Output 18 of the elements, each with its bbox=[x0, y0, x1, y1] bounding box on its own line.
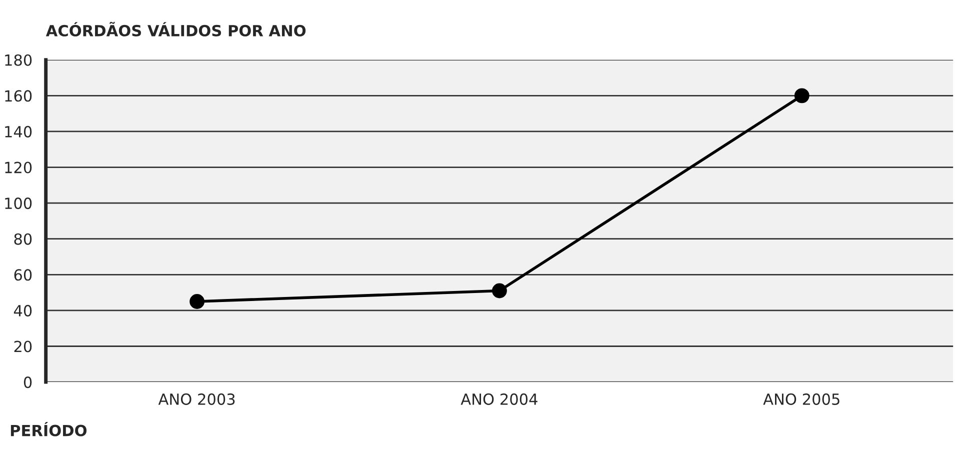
y-tick-label: 20 bbox=[14, 340, 32, 352]
chart-title: ACÓRDÃOS VÁLIDOS POR ANO bbox=[46, 22, 306, 36]
y-tick-label: 180 bbox=[5, 54, 32, 66]
x-tick-label: ANO 2005 bbox=[763, 393, 840, 405]
y-tick-label: 160 bbox=[5, 90, 32, 102]
x-axis-title: PERÍODO bbox=[10, 422, 87, 436]
y-tick-label: 80 bbox=[14, 233, 32, 245]
point bbox=[492, 283, 507, 298]
y-tick-label: 0 bbox=[24, 376, 32, 388]
x-tick-label: ANO 2003 bbox=[158, 393, 235, 405]
y-tick-label: 40 bbox=[14, 304, 32, 316]
y-tick-label: 120 bbox=[5, 162, 32, 174]
point bbox=[190, 294, 205, 309]
y-tick-label: 140 bbox=[5, 126, 32, 138]
y-tick-label: 60 bbox=[14, 269, 32, 281]
point bbox=[794, 88, 810, 104]
y-tick-label: 100 bbox=[5, 198, 32, 210]
x-tick-label: ANO 2004 bbox=[460, 393, 538, 405]
